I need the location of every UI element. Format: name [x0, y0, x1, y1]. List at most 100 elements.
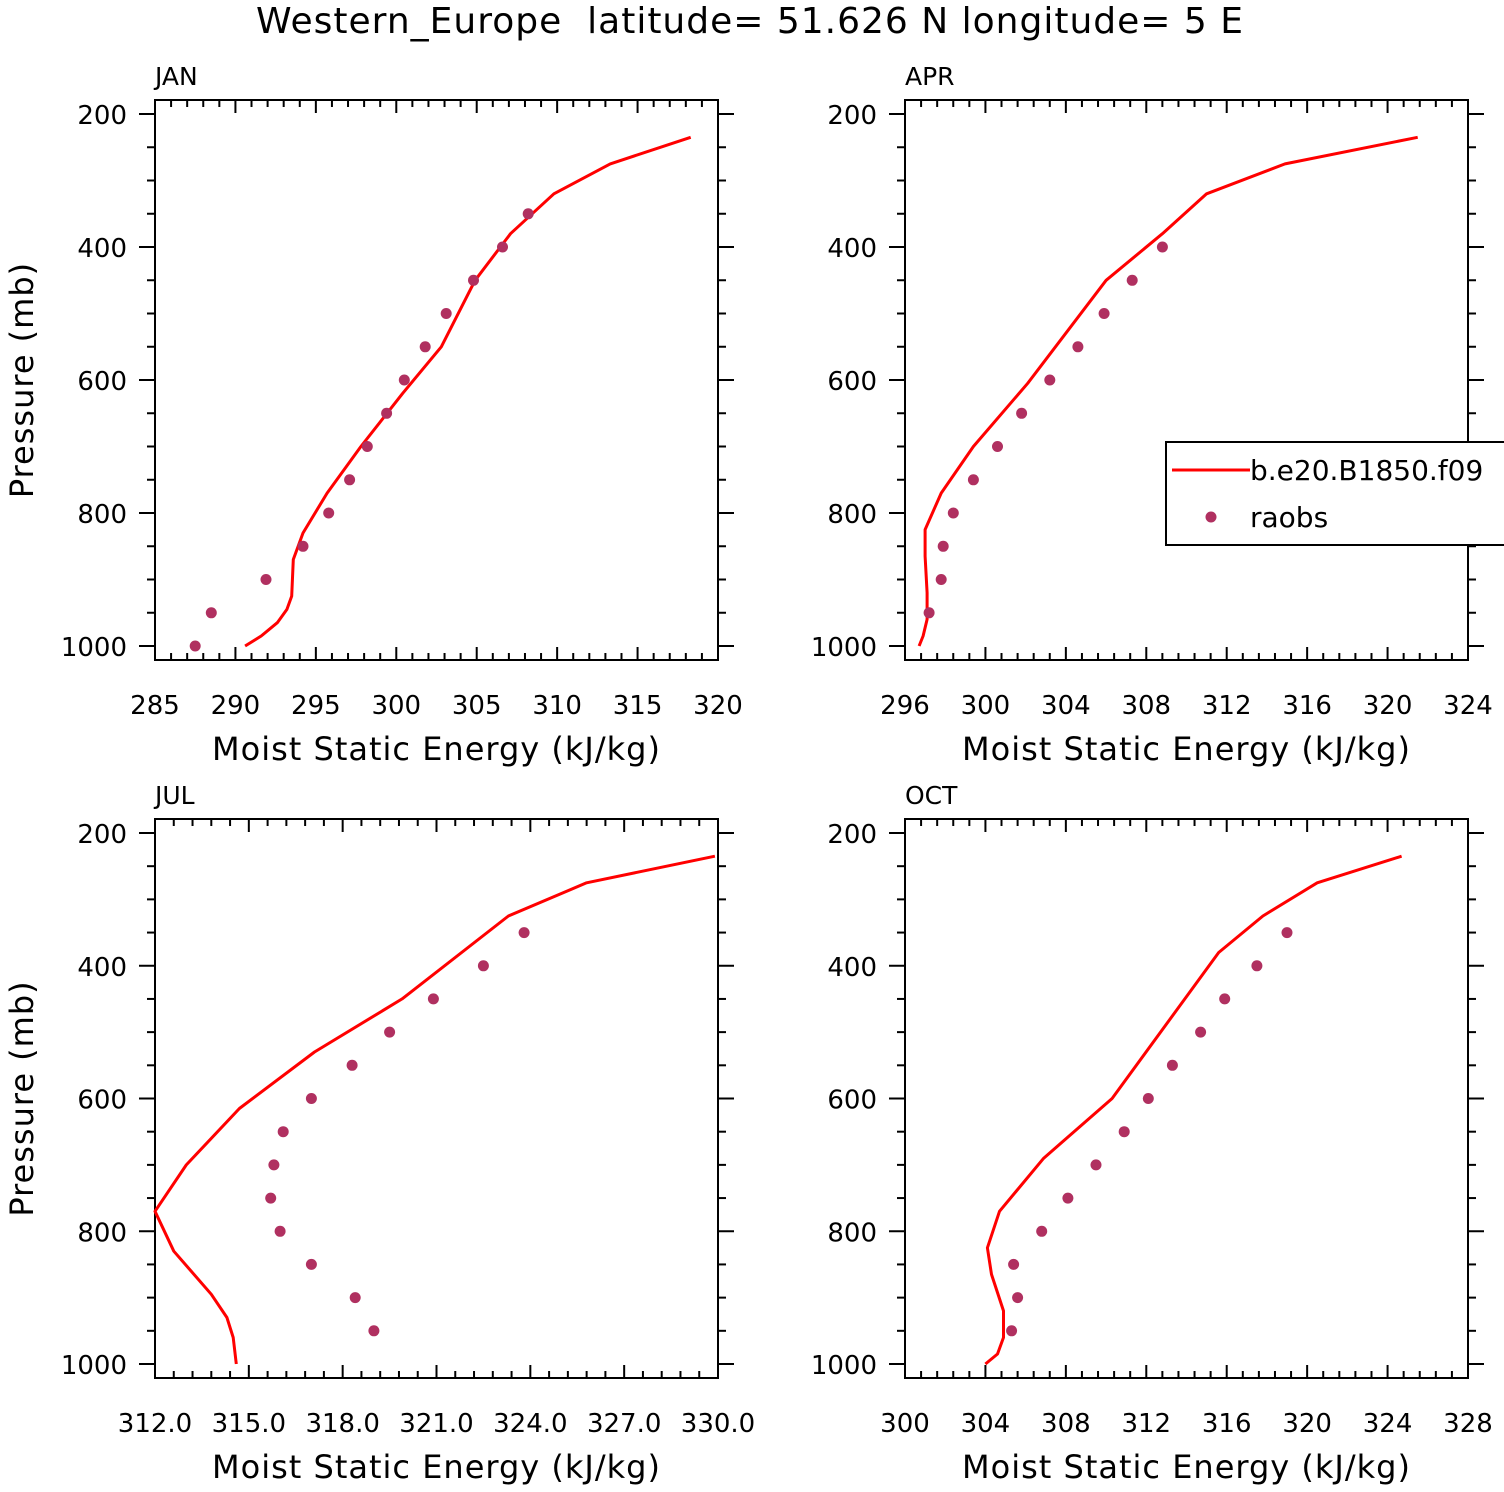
x-axis-label: Moist Static Energy (kJ/kg) — [212, 730, 661, 768]
raobs-point — [381, 407, 393, 419]
y-tick-label: 1000 — [811, 633, 877, 663]
x-tick-label: 312 — [1202, 691, 1252, 721]
y-tick-label: 600 — [827, 367, 877, 397]
panel-jul: 312.0 315.0 318.0 321.0 324.0 327.0 330.0 200 40… — [3, 781, 755, 1486]
y-tick-label: 1000 — [61, 1351, 127, 1381]
raobs-point — [297, 540, 309, 552]
x-axis-label: Moist Static Energy (kJ/kg) — [962, 1448, 1411, 1486]
raobs-point — [1166, 1059, 1178, 1071]
y-tick-label: 600 — [827, 1086, 877, 1116]
x-tick-label: 290 — [211, 691, 261, 721]
y-tick-label: 400 — [77, 953, 127, 983]
raobs-point — [518, 927, 530, 939]
raobs-point — [419, 341, 431, 353]
x-tick-label: 285 — [130, 691, 180, 721]
raobs-point — [1090, 1159, 1102, 1171]
x-axis-label: Moist Static Energy (kJ/kg) — [212, 1448, 661, 1486]
x-tick-label: 305 — [452, 691, 502, 721]
raobs-point — [305, 1258, 317, 1270]
panel-jan: 285 290 295 300 305 310 315 320 200 400 600 800 1000… — [3, 62, 743, 768]
raobs-point — [477, 960, 489, 972]
x-tick-label: 330.0 — [681, 1409, 755, 1439]
raobs-point — [1044, 374, 1056, 386]
y-tick-label: 200 — [77, 101, 127, 131]
x-tick-label: 324 — [1443, 691, 1493, 721]
x-tick-label: 318.0 — [305, 1409, 379, 1439]
x-tick-label: 320 — [1282, 1409, 1332, 1439]
y-tick-label: 800 — [77, 500, 127, 530]
y-tick-label: 600 — [77, 367, 127, 397]
x-tick-label: 324.0 — [493, 1409, 567, 1439]
y-tick-label: 200 — [77, 820, 127, 850]
x-tick-label: 324 — [1363, 1409, 1413, 1439]
plot-frame — [154, 818, 719, 1379]
raobs-point — [1098, 308, 1110, 319]
raobs-point — [305, 1093, 317, 1104]
raobs-point — [268, 1159, 280, 1171]
model-profile-line — [153, 854, 716, 1365]
x-tick-label: 300 — [880, 1409, 930, 1439]
panel-title: JUL — [153, 781, 195, 810]
x-tick-label: 316 — [1202, 1409, 1252, 1439]
x-tick-label: 312 — [1121, 1409, 1171, 1439]
raobs-point — [522, 208, 534, 220]
panel-apr: 296 300 304 308 312 316 320 324 200 400 600 800 1000… — [811, 62, 1493, 768]
y-tick-label: 1000 — [811, 1351, 877, 1381]
raobs-point — [967, 474, 979, 486]
raobs-point — [368, 1325, 380, 1337]
raobs-point — [440, 308, 452, 319]
raobs-point — [344, 474, 356, 486]
raobs-point — [1195, 1026, 1207, 1038]
x-tick-label: 320 — [693, 691, 743, 721]
x-tick-label: 310 — [532, 691, 582, 721]
raobs-point — [265, 1192, 277, 1204]
raobs-point — [1142, 1093, 1154, 1104]
legend: b.e20.B1850.f09 raobs — [1165, 441, 1504, 546]
raobs-point — [1062, 1192, 1074, 1204]
raobs-point — [1072, 341, 1084, 353]
raobs-point — [947, 507, 959, 519]
y-tick-label: 400 — [77, 234, 127, 264]
y-tick-label: 200 — [827, 820, 877, 850]
figure-title: Western_Europe latitude= 51.626 N longit… — [256, 1, 1244, 42]
raobs-point — [427, 993, 439, 1005]
x-axis-label: Moist Static Energy (kJ/kg) — [962, 730, 1411, 768]
raobs-point — [937, 540, 949, 552]
raobs-point — [1126, 274, 1138, 286]
raobs-point — [1219, 993, 1231, 1005]
y-tick-label: 400 — [827, 234, 877, 264]
model-profile-line — [244, 135, 692, 648]
panel-title: OCT — [905, 781, 958, 810]
y-tick-label: 800 — [77, 1218, 127, 1248]
plot-frame — [154, 99, 719, 661]
raobs-point — [361, 441, 373, 452]
raobs-point — [468, 274, 479, 286]
x-tick-label: 296 — [880, 691, 930, 721]
x-tick-label: 304 — [961, 1409, 1011, 1439]
raobs-point — [1012, 1292, 1024, 1304]
x-tick-label: 316 — [1282, 691, 1332, 721]
raobs-point — [1281, 927, 1293, 939]
raobs-point — [323, 507, 335, 519]
x-tick-label: 312.0 — [118, 1409, 192, 1439]
x-tick-label: 320 — [1363, 691, 1413, 721]
x-tick-label: 315 — [613, 691, 663, 721]
legend-box — [1165, 441, 1504, 546]
legend-obs-label: raobs — [1250, 501, 1328, 534]
y-tick-label: 1000 — [61, 633, 127, 663]
y-axis-label: Pressure (mb) — [3, 980, 41, 1216]
x-tick-label: 300 — [961, 691, 1011, 721]
panels: 285 290 295 300 305 310 315 320 200 400 600 800 1000… — [3, 62, 1493, 1486]
x-tick-label: 308 — [1121, 691, 1171, 721]
raobs-point — [205, 607, 217, 619]
raobs-point — [935, 574, 947, 585]
raobs-point — [1036, 1225, 1048, 1237]
x-tick-label: 321.0 — [399, 1409, 473, 1439]
panel-oct: 300 304 308 312 316 320 324 328 200 400 600 800 1000… — [811, 781, 1493, 1486]
legend-model-label: b.e20.B1850.f09 — [1250, 454, 1483, 487]
plot-frame — [904, 818, 1469, 1379]
raobs-point — [1008, 1258, 1020, 1270]
raobs-point — [260, 574, 272, 585]
x-tick-label: 328 — [1443, 1409, 1493, 1439]
